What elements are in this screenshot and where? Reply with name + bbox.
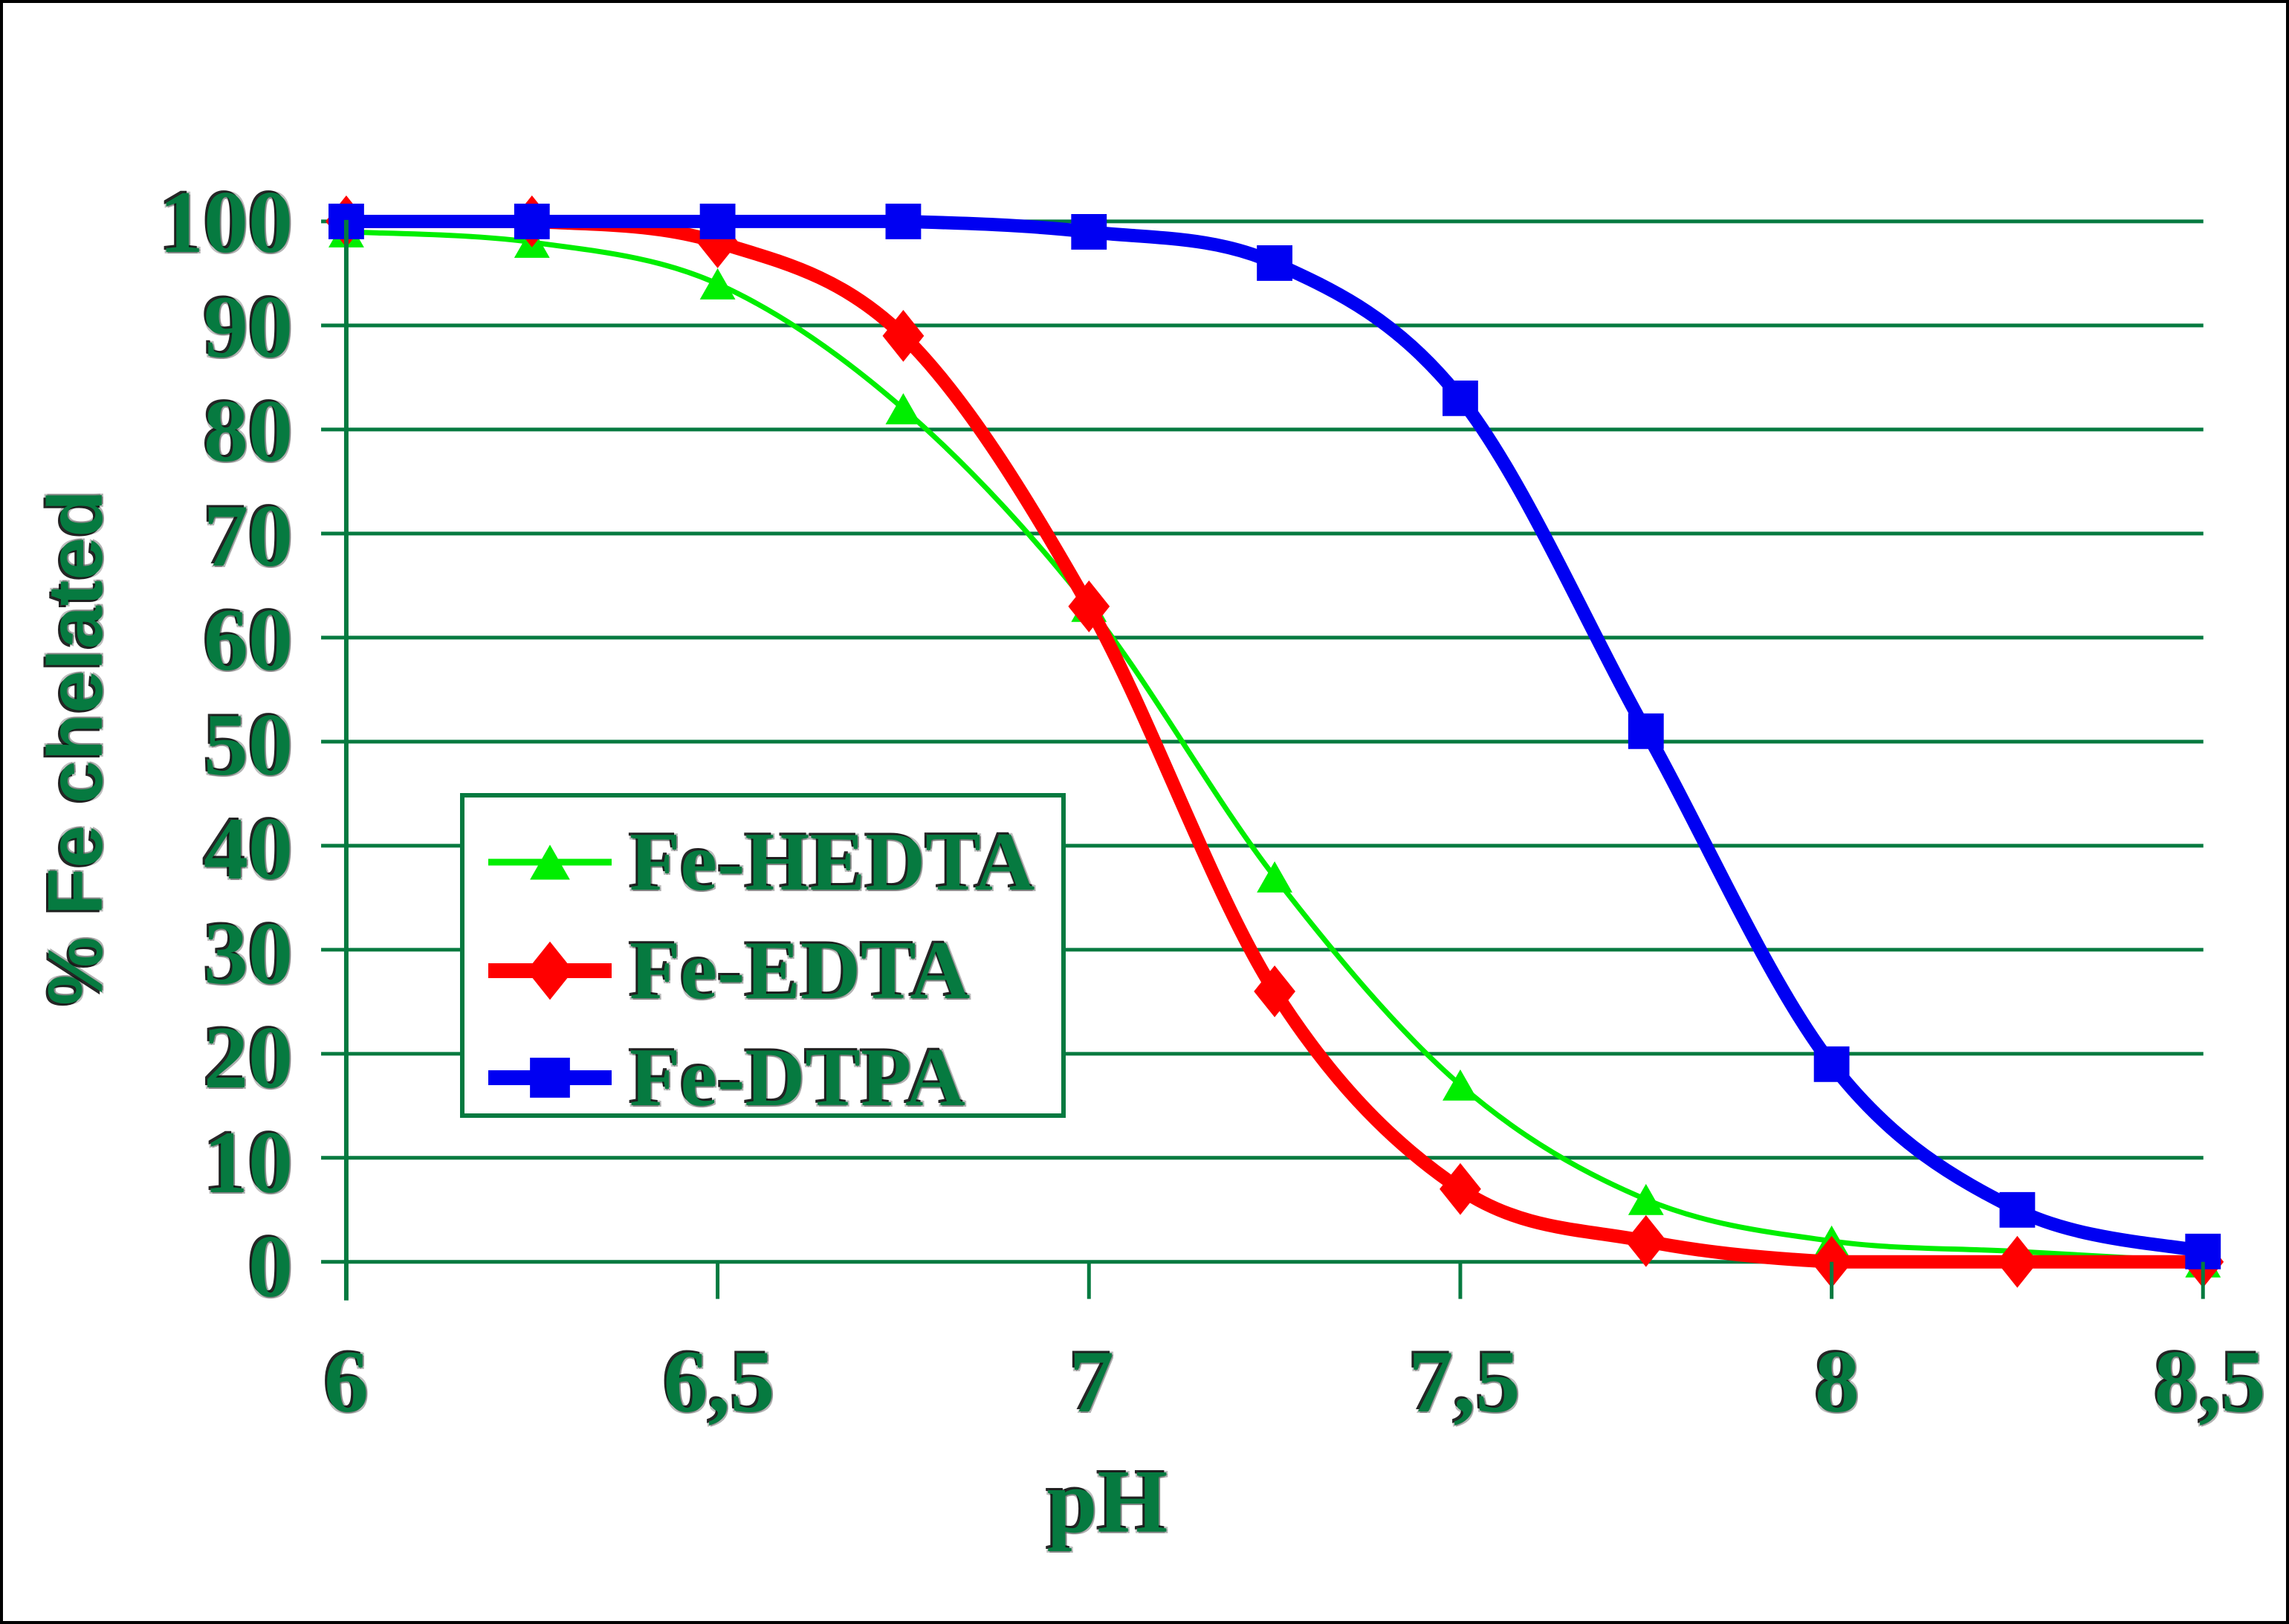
x-tick-label-6: 6 bbox=[324, 1332, 369, 1431]
square-marker-fe-dtpa-ph-6.25 bbox=[514, 204, 550, 239]
y-tick-label-70: 70 bbox=[204, 485, 293, 585]
diamond-marker-fe-edta-ph-7 bbox=[1068, 580, 1110, 633]
legend-row-fe-dtpa: Fe-DTPA bbox=[464, 1032, 1061, 1124]
x-tick-label-7,5: 7,5 bbox=[1408, 1332, 1521, 1431]
legend-row-fe-edta: Fe-EDTA bbox=[464, 925, 1061, 1017]
x-tick-label-8,5: 8,5 bbox=[2154, 1332, 2266, 1431]
y-tick-label-50: 50 bbox=[204, 694, 293, 794]
legend-marker-triangle-icon bbox=[488, 844, 612, 880]
legend-triangle-icon bbox=[530, 844, 570, 880]
square-marker-fe-dtpa-ph-7.25 bbox=[1257, 245, 1293, 281]
triangle-marker-fe-hedta-ph-7.25 bbox=[1257, 861, 1293, 893]
triangle-marker-fe-hedta-ph-7.75 bbox=[1628, 1183, 1664, 1215]
y-tick-label-80: 80 bbox=[204, 381, 293, 480]
y-tick-label-0: 0 bbox=[248, 1217, 293, 1316]
square-marker-fe-dtpa-ph-7.5 bbox=[1443, 380, 1478, 416]
x-tick-label-8: 8 bbox=[1815, 1332, 1859, 1431]
y-tick-label-40: 40 bbox=[204, 799, 293, 898]
square-marker-fe-dtpa-ph-8.5 bbox=[2185, 1233, 2221, 1269]
diamond-marker-fe-edta-ph-8.25 bbox=[1996, 1235, 2039, 1288]
series-fe-dtpa bbox=[328, 204, 2221, 1269]
square-marker-fe-dtpa-ph-7 bbox=[1071, 214, 1107, 250]
square-marker-fe-dtpa-ph-8.25 bbox=[1999, 1191, 2036, 1228]
x-axis-title: pH bbox=[1046, 1452, 1168, 1552]
series-layer bbox=[326, 195, 2224, 1288]
square-marker-fe-dtpa-ph-8 bbox=[1813, 1046, 1850, 1082]
diamond-marker-fe-edta-ph-7.75 bbox=[1625, 1214, 1667, 1267]
x-tick-label-6,5: 6,5 bbox=[663, 1332, 775, 1431]
axis-layer bbox=[343, 219, 2205, 1301]
y-tick-label-90: 90 bbox=[204, 276, 293, 376]
square-marker-fe-dtpa-ph-6.75 bbox=[885, 204, 922, 239]
y-tick-label-60: 60 bbox=[204, 590, 293, 689]
y-tick-label-10: 10 bbox=[204, 1112, 293, 1211]
series-line-fe-hedta bbox=[343, 229, 2206, 1265]
legend-marker-diamond-icon bbox=[488, 941, 612, 1000]
triangle-marker-fe-hedta-ph-7.5 bbox=[1443, 1069, 1478, 1101]
diamond-marker-fe-edta-ph-6.75 bbox=[882, 310, 925, 362]
square-marker-fe-dtpa-ph-6.5 bbox=[699, 204, 736, 239]
y-tick-label-20: 20 bbox=[204, 1008, 293, 1107]
triangle-marker-fe-hedta-ph-6.75 bbox=[885, 392, 922, 424]
legend-diamond-icon bbox=[526, 941, 574, 1000]
legend-label-fe-dtpa: Fe-DTPA bbox=[629, 1032, 965, 1124]
diamond-marker-fe-edta-ph-7.5 bbox=[1440, 1162, 1481, 1215]
y-axis-title: % Fe chelated bbox=[33, 490, 119, 1006]
legend-marker-square-icon bbox=[488, 1058, 612, 1098]
legend-row-fe-hedta: Fe-HEDTA bbox=[464, 816, 1061, 908]
legend-square-icon bbox=[530, 1058, 570, 1098]
y-tick-label-30: 30 bbox=[204, 903, 293, 1003]
square-marker-fe-dtpa-ph-7.75 bbox=[1628, 713, 1664, 749]
legend-label-fe-edta: Fe-EDTA bbox=[629, 925, 971, 1017]
x-tick-label-7: 7 bbox=[1069, 1332, 1114, 1431]
triangle-marker-fe-hedta-ph-6.5 bbox=[699, 268, 736, 300]
chart-plot-svg bbox=[321, 195, 2224, 1301]
legend-label-fe-hedta: Fe-HEDTA bbox=[629, 816, 1035, 908]
y-tick-label-100: 100 bbox=[159, 172, 293, 271]
legend: Fe-HEDTA Fe-EDTA Fe-DTPA bbox=[460, 793, 1066, 1124]
